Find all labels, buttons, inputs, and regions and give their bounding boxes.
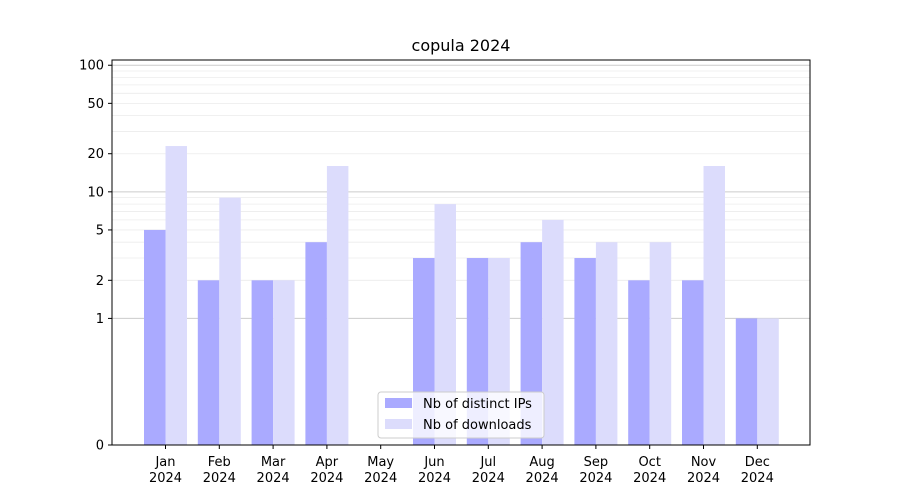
y-tick-label: 2 (96, 274, 104, 289)
legend-swatch-downloads (385, 419, 412, 429)
bar-distinct-ips-apr (305, 242, 327, 445)
bar-downloads-sep (595, 242, 618, 445)
bar-downloads-apr (326, 165, 349, 446)
bar-distinct-ips-mar (251, 280, 274, 445)
x-tick-label-year: 2024 (633, 471, 666, 486)
bar-distinct-ips-sep (574, 258, 596, 445)
x-tick-label-month: Mar (261, 455, 286, 470)
legend-label-downloads: Nb of downloads (423, 418, 532, 433)
x-tick-label-month: Jul (479, 455, 496, 470)
bar-downloads-mar (273, 280, 295, 445)
bar-distinct-ips-feb (197, 280, 220, 445)
y-tick-label: 20 (87, 147, 104, 162)
bar-downloads-feb (219, 197, 241, 445)
x-tick-label-month: Jun (423, 455, 444, 470)
x-tick-label-year: 2024 (687, 471, 720, 486)
x-tick-label-year: 2024 (741, 471, 774, 486)
y-axis: 0 1 2 5 10 20 50 100 (79, 59, 112, 454)
x-tick-label-month: Dec (745, 455, 770, 470)
y-tick-label: 1 (96, 312, 104, 327)
x-tick-label-year: 2024 (579, 471, 612, 486)
bar-downloads-aug (542, 219, 564, 445)
bar-downloads-jun (434, 204, 456, 445)
y-tick-label: 5 (96, 223, 104, 238)
x-tick-label-month: Sep (584, 455, 609, 470)
x-tick-label-month: Aug (529, 455, 554, 470)
y-tick-label: 10 (87, 185, 104, 200)
x-tick-label-month: May (367, 455, 394, 470)
plot-frame (111, 59, 811, 446)
x-tick-label-month: Apr (316, 455, 339, 470)
bar-distinct-ips-dec (735, 318, 758, 445)
bar-downloads-nov (703, 165, 725, 446)
y-tick-label: 0 (96, 439, 104, 454)
bar-distinct-ips-nov (682, 280, 704, 445)
bar-downloads-jan (165, 146, 187, 445)
x-tick-label-month: Nov (691, 455, 717, 470)
x-tick-label-year: 2024 (203, 471, 236, 486)
x-tick-label-year: 2024 (257, 471, 290, 486)
y-tick-label: 50 (87, 97, 104, 112)
legend-swatch-distinct-ips (385, 398, 412, 408)
bars (144, 146, 779, 446)
x-tick-label-year: 2024 (310, 471, 343, 486)
legend-frame (377, 391, 545, 439)
bar-distinct-ips-jan (144, 229, 166, 445)
legend-label-distinct-ips: Nb of distinct IPs (423, 397, 532, 412)
chart-title: copula 2024 (412, 36, 511, 55)
x-tick-label-year: 2024 (149, 471, 182, 486)
x-tick-label-month: Oct (638, 455, 660, 470)
legend: Nb of distinct IPs Nb of downloads (377, 391, 545, 439)
y-tick-label: 100 (79, 59, 104, 74)
x-tick-label-month: Feb (208, 455, 231, 470)
x-tick-label-month: Jan (154, 455, 175, 470)
bar-downloads-dec (757, 318, 779, 445)
bar-downloads-oct (649, 242, 672, 445)
x-tick-label-year: 2024 (364, 471, 397, 486)
bar-distinct-ips-oct (628, 280, 650, 445)
x-axis: Jan2024Feb2024Mar2024Apr2024May2024Jun20… (149, 445, 774, 486)
x-tick-label-year: 2024 (526, 471, 559, 486)
x-tick-label-year: 2024 (472, 471, 505, 486)
x-tick-label-year: 2024 (418, 471, 451, 486)
